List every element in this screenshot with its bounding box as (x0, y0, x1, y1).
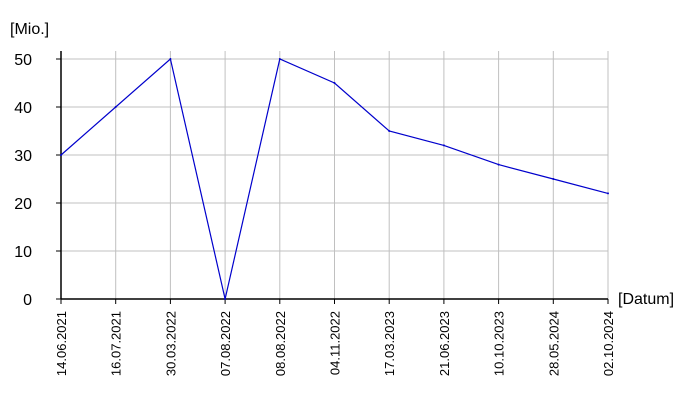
y-tick-label: 50 (14, 52, 32, 69)
x-tick-label: 08.08.2022 (273, 311, 288, 376)
data-point (224, 298, 227, 300)
x-tick-label: 17.03.2023 (382, 311, 397, 376)
data-point (388, 130, 391, 132)
data-point (607, 192, 609, 195)
axes (56, 51, 609, 304)
data-point (169, 58, 172, 60)
data-point (278, 58, 281, 60)
x-tick-label: 30.03.2022 (163, 311, 178, 376)
x-tick-label: 04.11.2022 (328, 311, 343, 375)
x-tick-label: 07.08.2022 (218, 311, 233, 376)
x-tick-label: 14.06.2021 (54, 311, 69, 376)
tick-labels: 0 10 20 30 40 50 14.06.2021 16.07.2021 30.03.202… (14, 52, 616, 376)
y-axis-label: [Mio.] (10, 21, 49, 38)
x-tick-label: 28.05.2024 (546, 311, 561, 376)
y-tick-label: 30 (14, 148, 32, 165)
data-point (114, 106, 117, 108)
x-tick-label: 21.06.2023 (437, 311, 452, 376)
x-tick-label: 02.10.2024 (601, 311, 616, 376)
x-tick-label: 16.07.2021 (109, 311, 124, 376)
series (60, 57, 609, 300)
data-point (552, 178, 555, 180)
y-tick-label: 0 (23, 292, 32, 309)
data-point (442, 144, 445, 147)
y-tick-label: 20 (14, 196, 32, 213)
x-axis-label: [Datum] (618, 291, 674, 308)
y-tick-label: 40 (14, 100, 32, 117)
data-point (497, 163, 500, 166)
y-tick-label: 10 (14, 244, 32, 261)
data-point (333, 82, 336, 84)
x-tick-label: 10.10.2023 (492, 311, 507, 376)
data-point (60, 154, 62, 156)
grid (61, 51, 609, 299)
